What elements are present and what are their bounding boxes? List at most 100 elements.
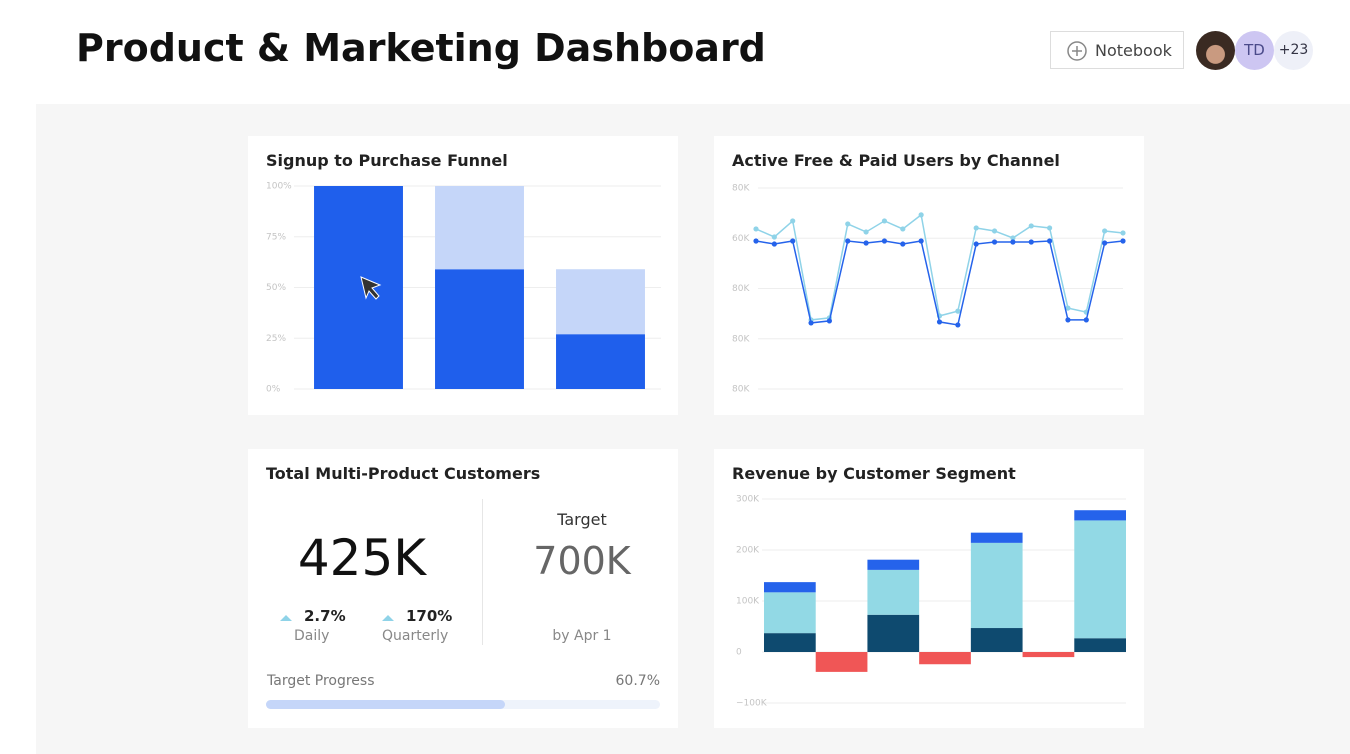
point [1028, 239, 1034, 245]
users-card: Active Free & Paid Users by Channel 80K 8… [714, 136, 1144, 415]
quarterly-label: Quarterly [382, 628, 449, 644]
progress-value: 60.7% [615, 673, 660, 689]
point [973, 225, 979, 231]
card-title: Active Free & Paid Users by Channel [732, 151, 1060, 170]
point [881, 218, 888, 224]
card-title: Total Multi-Product Customers [266, 464, 541, 483]
y-tick-label: 25% [266, 334, 286, 344]
bar-segment [1074, 510, 1126, 521]
bar-segment [764, 582, 816, 593]
notebook-button[interactable]: Notebook [1050, 31, 1184, 69]
card-title: Signup to Purchase Funnel [266, 151, 508, 170]
y-tick-label: 80K [732, 284, 750, 294]
point [1028, 223, 1034, 229]
bar-segment [970, 532, 1023, 543]
page-title: Product & Marketing Dashboard [76, 26, 766, 70]
point [955, 322, 961, 328]
point [881, 238, 888, 244]
point [955, 308, 961, 314]
y-tick-label: 200K [736, 546, 760, 556]
revenue-chart: −100K 0 100K 200K 300K [736, 495, 1126, 709]
y-tick-label: −100K [736, 699, 768, 709]
y-tick-label: 100K [736, 597, 760, 607]
bar-segment [970, 542, 1023, 629]
point [1120, 230, 1126, 236]
point [790, 238, 796, 244]
bar-segment [1022, 652, 1075, 658]
mouse-cursor [360, 276, 382, 300]
point [900, 226, 906, 232]
bar-segment [815, 652, 868, 672]
y-tick-label: 75% [266, 232, 286, 242]
point [936, 319, 943, 325]
y-tick-label: 60K [732, 234, 750, 244]
y-tick-label: 0% [266, 385, 281, 395]
avatar-photo[interactable] [1196, 31, 1235, 70]
users-chart: 80K 80K 80K 60K 80K [732, 184, 1126, 395]
avatar-initials[interactable]: TD [1235, 31, 1274, 70]
point [1047, 225, 1053, 231]
point [918, 238, 924, 244]
progress-track [266, 700, 660, 709]
card-title: Revenue by Customer Segment [732, 464, 1016, 483]
line [755, 213, 1124, 321]
point [808, 320, 814, 326]
bar-segment [867, 569, 920, 615]
point [771, 241, 777, 247]
bar-segment [764, 592, 816, 634]
bar-segment [970, 628, 1023, 652]
point [1065, 305, 1071, 311]
point [1102, 228, 1108, 234]
bar-segment [435, 186, 524, 270]
point [863, 229, 869, 235]
point [918, 212, 924, 218]
target-value: 700K [533, 539, 631, 583]
daily-change: 2.7% [304, 607, 346, 625]
point [900, 241, 906, 247]
target-label: Target [557, 510, 607, 529]
kpi-value: 425K [297, 529, 427, 587]
bar-segment [556, 334, 645, 389]
point [790, 218, 796, 224]
point [1010, 239, 1016, 245]
avatar-more[interactable]: +23 [1274, 31, 1313, 70]
point [845, 238, 851, 244]
background [36, 104, 1350, 754]
point [1010, 235, 1016, 241]
bar-segment [435, 269, 524, 389]
revenue-card: Revenue by Customer Segment −100K 0 100K 20… [714, 449, 1144, 728]
y-tick-label: 80K [732, 385, 750, 395]
bar-segment [919, 652, 971, 665]
bar-segment [764, 633, 816, 652]
point [771, 234, 777, 240]
y-tick-label: 50% [266, 283, 286, 293]
divider [482, 499, 483, 645]
funnel-chart: 0% 25% 50% 75% 100% [266, 182, 661, 395]
point [1102, 240, 1108, 246]
y-tick-label: 0 [736, 648, 742, 658]
target-note: by Apr 1 [552, 628, 612, 644]
notebook-label: Notebook [1095, 41, 1172, 60]
daily-label: Daily [294, 628, 330, 644]
point [973, 241, 979, 247]
progress-fill [266, 700, 506, 709]
y-tick-label: 80K [732, 184, 750, 194]
point [991, 239, 998, 245]
point [845, 221, 851, 227]
plus-icon [1067, 41, 1087, 61]
bar-segment [314, 186, 403, 389]
funnel-card: Signup to Purchase Funnel 0% 25% 50% 75% 100… [248, 136, 678, 415]
y-tick-label: 300K [736, 495, 760, 505]
point [1065, 317, 1071, 323]
customers-card: Total Multi-Product Customers 425K 2.7% … [248, 449, 678, 728]
quarterly-change: 170% [406, 607, 453, 625]
point [826, 318, 832, 324]
point [1083, 317, 1089, 323]
progress-label: Target Progress [267, 673, 375, 689]
bar-segment [867, 614, 920, 652]
point [863, 240, 869, 246]
bar-segment [556, 269, 645, 335]
point [1120, 238, 1126, 244]
point [1047, 238, 1053, 244]
